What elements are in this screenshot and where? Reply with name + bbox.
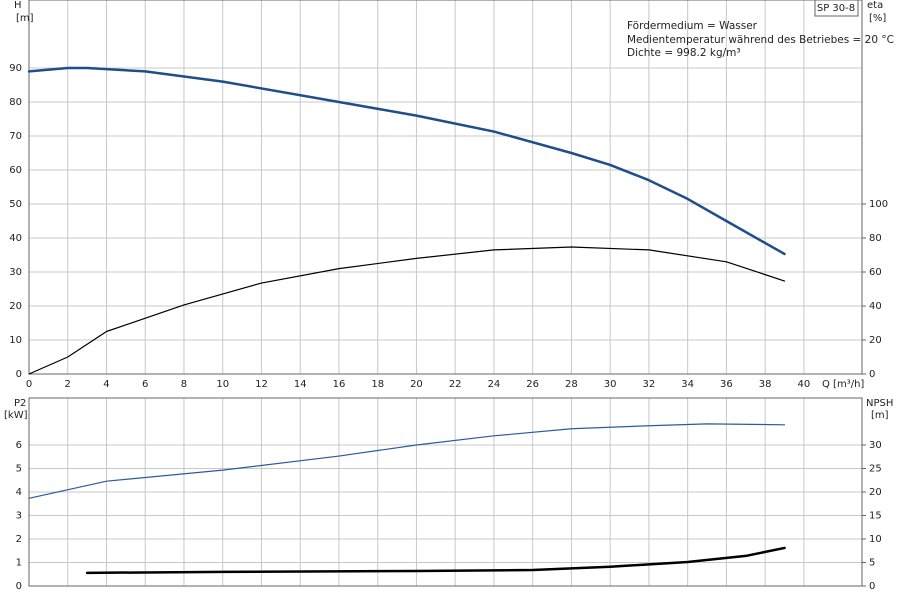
y2-tick-label: 5 xyxy=(869,558,875,569)
y-tick-label: 40 xyxy=(9,233,22,244)
x-tick-label: 24 xyxy=(488,379,501,390)
x-tick-label: 30 xyxy=(604,379,617,390)
y2-tick-label: 10 xyxy=(869,534,882,545)
annotation: Dichte = 998.2 kg/m³ xyxy=(627,47,741,59)
axis-label: eta xyxy=(867,0,883,11)
x-tick-label: 38 xyxy=(759,379,772,390)
x-tick-label: 16 xyxy=(333,379,346,390)
x-tick-label: 0 xyxy=(26,379,32,390)
y2-tick-label: 100 xyxy=(869,199,888,210)
axis-label: NPSH xyxy=(866,398,893,409)
x-tick-label: 22 xyxy=(449,379,462,390)
y2-tick-label: 0 xyxy=(869,369,875,380)
y2-tick-label: 60 xyxy=(869,267,882,278)
axis-label: [m] xyxy=(16,13,34,24)
axis-label: [m] xyxy=(871,410,889,421)
axis-label: P2 xyxy=(14,398,26,409)
y-tick-label: 80 xyxy=(9,97,22,108)
axis-label: [%] xyxy=(869,13,886,24)
badge xyxy=(814,0,859,17)
y2-tick-label: 20 xyxy=(869,335,882,346)
x-tick-label: 4 xyxy=(103,379,109,390)
y-tick-label: 0 xyxy=(16,369,22,380)
x-tick-label: 14 xyxy=(294,379,307,390)
y-tick-label: 2 xyxy=(16,534,22,545)
x-tick-label: 18 xyxy=(371,379,384,390)
y-tick-label: 5 xyxy=(16,464,22,475)
curve xyxy=(28,246,786,375)
y-tick-label: 30 xyxy=(9,267,22,278)
annotation: Medientemperatur während des Betriebes =… xyxy=(627,34,894,46)
y2-tick-label: 80 xyxy=(869,233,882,244)
x-tick-label: 2 xyxy=(65,379,71,390)
x-tick-label: 12 xyxy=(255,379,268,390)
y2-tick-label: 25 xyxy=(869,464,882,475)
y2-tick-label: 30 xyxy=(869,440,882,451)
y-tick-label: 50 xyxy=(9,199,22,210)
x-axis-label: Q [m³/h] xyxy=(822,379,864,390)
y2-tick-label: 15 xyxy=(869,511,882,522)
plot-frame xyxy=(28,397,863,587)
curve xyxy=(27,66,786,256)
axis-label: H xyxy=(14,0,22,11)
y2-tick-label: 0 xyxy=(869,581,875,592)
y2-tick-label: 20 xyxy=(869,487,882,498)
y-tick-label: 10 xyxy=(9,335,22,346)
plot-frame xyxy=(28,0,863,375)
curve xyxy=(85,546,786,575)
curve xyxy=(28,423,786,499)
pump-model: SP 30-8 xyxy=(817,3,855,14)
x-tick-label: 34 xyxy=(681,379,694,390)
axis-label: [kW] xyxy=(4,410,28,421)
y-tick-label: 3 xyxy=(16,511,22,522)
y-tick-label: 60 xyxy=(9,165,22,176)
y-tick-label: 70 xyxy=(9,131,22,142)
x-tick-label: 36 xyxy=(720,379,733,390)
x-tick-label: 8 xyxy=(181,379,187,390)
y-tick-label: 0 xyxy=(16,581,22,592)
x-tick-label: 40 xyxy=(798,379,811,390)
y2-tick-label: 40 xyxy=(869,301,882,312)
y-tick-label: 20 xyxy=(9,301,22,312)
x-tick-label: 28 xyxy=(565,379,578,390)
x-tick-label: 26 xyxy=(526,379,539,390)
y-tick-label: 6 xyxy=(16,440,22,451)
y-tick-label: 1 xyxy=(16,558,22,569)
x-tick-label: 20 xyxy=(410,379,423,390)
x-tick-label: 6 xyxy=(142,379,148,390)
x-tick-label: 32 xyxy=(643,379,656,390)
x-tick-label: 10 xyxy=(216,379,229,390)
annotation: Fördermedium = Wasser xyxy=(627,20,758,32)
y-tick-label: 4 xyxy=(16,487,22,498)
y-tick-label: 90 xyxy=(9,63,22,74)
